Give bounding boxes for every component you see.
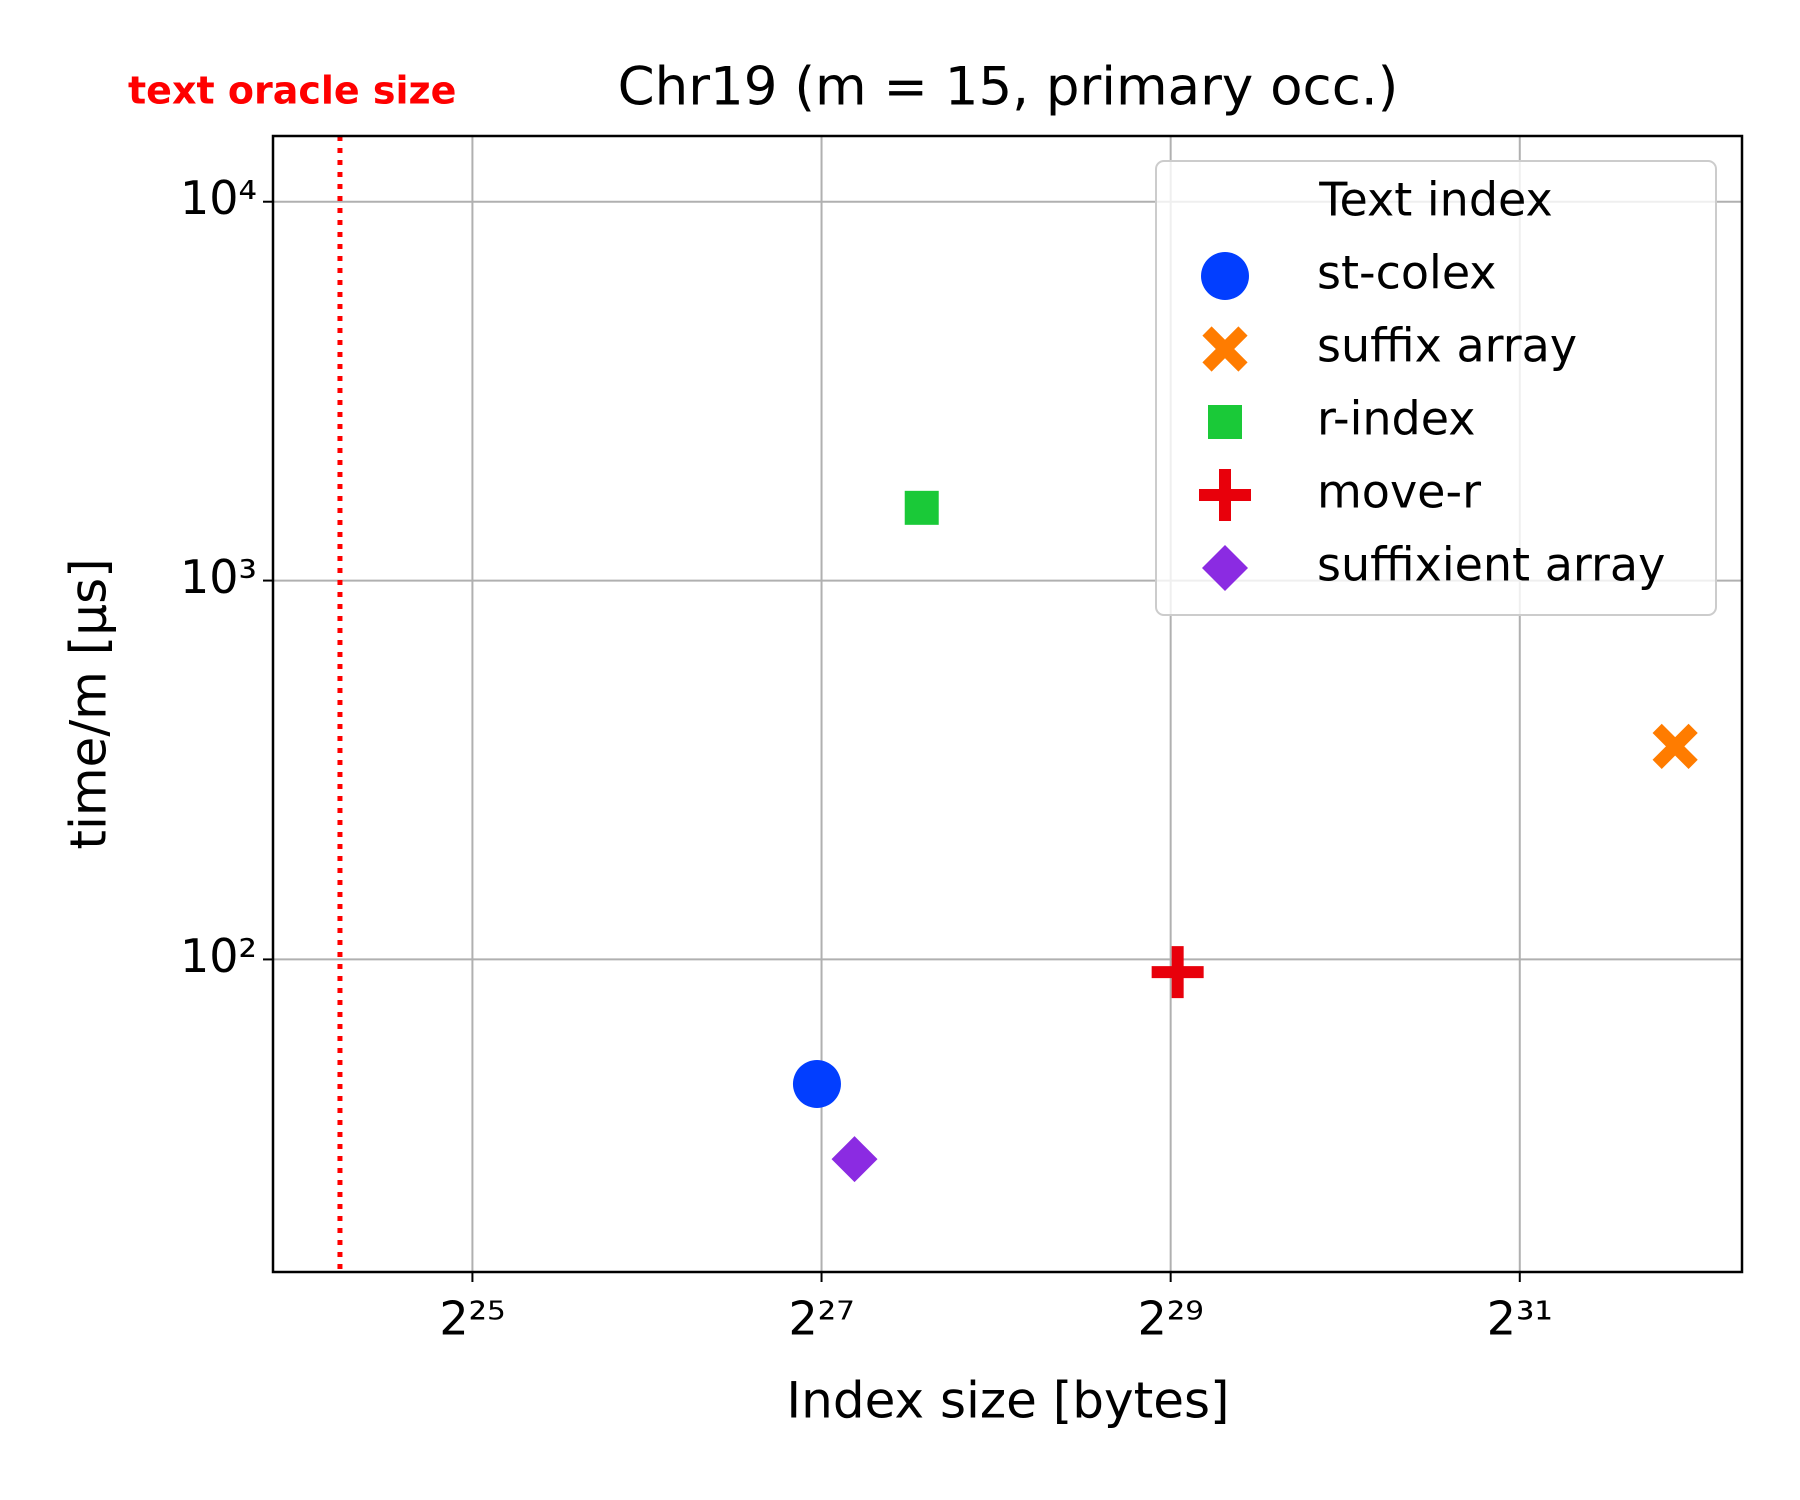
point	[1202, 545, 1248, 591]
y-tick-label: 10³	[180, 550, 257, 604]
x-tick-label: 2²⁷	[788, 1292, 854, 1346]
plot-frame	[271, 134, 1744, 1274]
chart-title: Chr19 (m = 15, primary occ.)	[618, 57, 1399, 118]
point	[831, 1136, 878, 1183]
point	[1151, 946, 1204, 999]
reference-label: text oracle size	[128, 69, 456, 113]
point	[1202, 326, 1248, 372]
y-tick-label: 10⁴	[180, 171, 257, 225]
legend-box	[1155, 160, 1717, 616]
x-tick-label: 2²⁹	[1138, 1292, 1204, 1346]
legend-label: move-r	[1317, 465, 1481, 519]
point	[1199, 469, 1251, 521]
x-axis-label: Index size [bytes]	[786, 1372, 1229, 1430]
point	[1201, 252, 1249, 300]
point	[904, 490, 939, 525]
x-tick-label: 2³¹	[1487, 1292, 1553, 1346]
legend-label: r-index	[1317, 392, 1475, 446]
point	[1652, 723, 1698, 769]
legend-label: st-colex	[1317, 246, 1497, 300]
legend-label: suffix array	[1317, 319, 1577, 373]
y-axis-label: time/m [µs]	[60, 558, 118, 849]
legend-title: Text index	[1318, 173, 1553, 227]
legend-label: suffixient array	[1317, 538, 1665, 592]
point	[1208, 405, 1242, 439]
x-tick-label: 2²⁵	[439, 1292, 505, 1346]
point	[792, 1059, 841, 1108]
y-tick-label: 10²	[180, 929, 257, 983]
